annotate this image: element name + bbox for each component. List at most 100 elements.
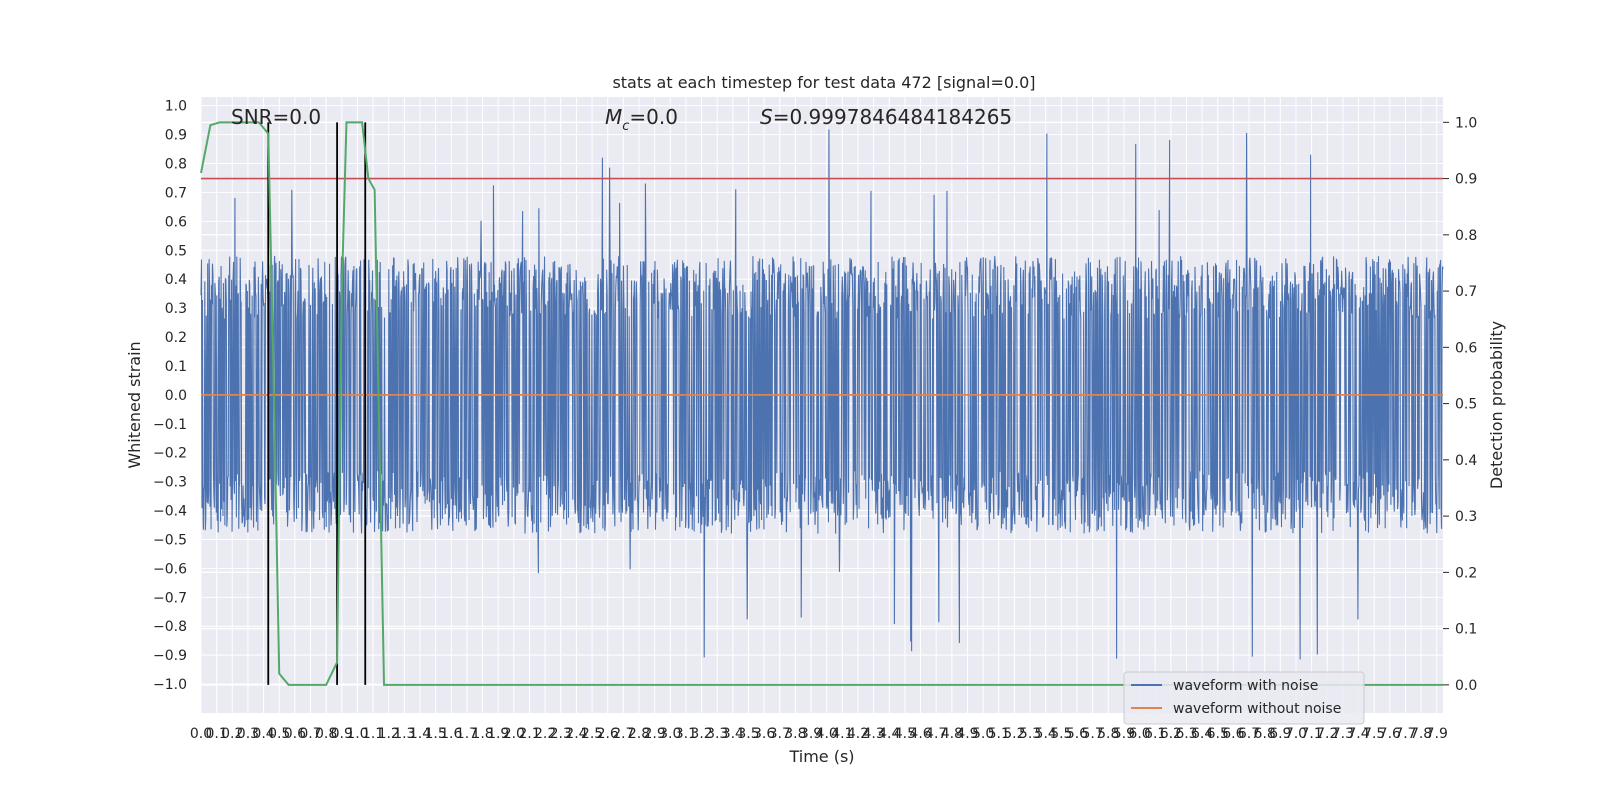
y-tick-label-left: 0.5 bbox=[165, 243, 187, 259]
mc-subscript: c bbox=[622, 119, 629, 134]
x-tick-label: 7.5 bbox=[1363, 726, 1385, 742]
x-tick-label: 4.9 bbox=[956, 726, 978, 742]
y-tick-label-left: 0.1 bbox=[165, 359, 187, 375]
x-tick-label: 5.3 bbox=[1019, 726, 1041, 742]
legend-entry-noise: waveform with noise bbox=[1173, 678, 1318, 694]
x-tick-label: 6.7 bbox=[1238, 726, 1260, 742]
x-tick-label: 5.9 bbox=[1113, 726, 1135, 742]
x-tick-label: 7.7 bbox=[1394, 726, 1416, 742]
x-tick-label: 1.9 bbox=[487, 726, 509, 742]
x-tick-label: 1.2 bbox=[378, 726, 400, 742]
s-value: =0.9997846484184265 bbox=[773, 105, 1012, 129]
y-tick-label-left: −0.7 bbox=[153, 590, 187, 606]
x-tick-label: 1.1 bbox=[362, 726, 384, 742]
y-tick-label-left: −0.1 bbox=[153, 417, 187, 433]
x-tick-label: 7.4 bbox=[1347, 726, 1369, 742]
x-tick-label: 5.0 bbox=[972, 726, 994, 742]
legend: waveform with noise waveform without noi… bbox=[1123, 671, 1365, 725]
y-tick-label-right: 1.0 bbox=[1455, 115, 1477, 131]
y-tick-label-left: 0.8 bbox=[165, 157, 187, 173]
s-symbol: S bbox=[760, 105, 773, 129]
y-tick-label-left: 0.9 bbox=[165, 128, 187, 144]
y-tick-label-left: −0.2 bbox=[153, 446, 187, 462]
x-tick-label: 2.2 bbox=[534, 726, 556, 742]
x-tick-label: 2.0 bbox=[503, 726, 525, 742]
x-tick-label: 0.0 bbox=[190, 726, 212, 742]
x-tick-label: 6.1 bbox=[1144, 726, 1166, 742]
y-tick-label-right: 0.1 bbox=[1455, 622, 1477, 638]
y-tick-label-left: −0.9 bbox=[153, 648, 187, 664]
x-tick-label: 5.1 bbox=[988, 726, 1010, 742]
x-tick-label: 0.2 bbox=[221, 726, 243, 742]
x-tick-label: 2.7 bbox=[612, 726, 634, 742]
x-tick-label: 7.2 bbox=[1316, 726, 1338, 742]
x-tick-label: 0.6 bbox=[284, 726, 306, 742]
x-tick-label: 1.0 bbox=[346, 726, 368, 742]
y-tick-label-left: 1.0 bbox=[165, 99, 187, 115]
x-tick-label: 3.5 bbox=[737, 726, 759, 742]
y-tick-label-right: 0.5 bbox=[1455, 397, 1477, 413]
x-tick-label: 4.6 bbox=[909, 726, 931, 742]
y-tick-label-right: 0.0 bbox=[1455, 678, 1477, 694]
x-tick-label: 2.6 bbox=[597, 726, 619, 742]
x-tick-label: 4.7 bbox=[925, 726, 947, 742]
x-tick-label: 5.2 bbox=[1003, 726, 1025, 742]
x-tick-label: 2.3 bbox=[550, 726, 572, 742]
y-tick-label-right: 0.9 bbox=[1455, 172, 1477, 188]
y-tick-label-left: 0.7 bbox=[165, 185, 187, 201]
x-tick-label: 7.8 bbox=[1410, 726, 1432, 742]
legend-entry-clean: waveform without noise bbox=[1173, 701, 1341, 717]
x-tick-label: 7.9 bbox=[1426, 726, 1448, 742]
chart-title: stats at each timestep for test data 472… bbox=[612, 73, 1035, 92]
x-tick-label: 6.2 bbox=[1160, 726, 1182, 742]
x-tick-label: 0.9 bbox=[331, 726, 353, 742]
y-tick-label-left: 0.0 bbox=[165, 388, 187, 404]
x-tick-label: 6.0 bbox=[1128, 726, 1150, 742]
x-tick-label: 5.5 bbox=[1050, 726, 1072, 742]
x-tick-label: 1.7 bbox=[456, 726, 478, 742]
x-tick-label: 3.1 bbox=[675, 726, 697, 742]
noise-waveform-line bbox=[200, 129, 1444, 660]
x-tick-label: 6.6 bbox=[1222, 726, 1244, 742]
s-annotation: S=0.9997846484184265 bbox=[760, 105, 1012, 129]
y-axis-label-left: Whitened strain bbox=[125, 341, 144, 468]
y-tick-label-left: −0.8 bbox=[153, 619, 187, 635]
x-tick-label: 0.8 bbox=[315, 726, 337, 742]
y-tick-label-right: 0.4 bbox=[1455, 453, 1477, 469]
y-tick-label-left: −1.0 bbox=[153, 677, 187, 693]
mc-value: =0.0 bbox=[629, 105, 678, 129]
x-tick-label: 7.0 bbox=[1285, 726, 1307, 742]
x-tick-label: 0.4 bbox=[252, 726, 274, 742]
x-tick-label: 6.9 bbox=[1269, 726, 1291, 742]
x-tick-label: 0.3 bbox=[237, 726, 259, 742]
y-axis-label-right: Detection probability bbox=[1487, 321, 1506, 489]
x-tick-label: 3.4 bbox=[722, 726, 744, 742]
x-tick-label: 2.1 bbox=[518, 726, 540, 742]
mc-symbol: M bbox=[605, 105, 622, 129]
tick-labels: 0.00.10.20.30.40.50.60.70.80.91.01.11.21… bbox=[153, 99, 1477, 742]
x-tick-label: 6.4 bbox=[1191, 726, 1213, 742]
y-tick-label-left: −0.6 bbox=[153, 561, 187, 577]
x-tick-label: 4.5 bbox=[894, 726, 916, 742]
x-tick-label: 5.7 bbox=[1081, 726, 1103, 742]
x-tick-label: 3.3 bbox=[706, 726, 728, 742]
x-tick-label: 1.6 bbox=[440, 726, 462, 742]
y-tick-label-left: −0.5 bbox=[153, 532, 187, 548]
x-tick-label: 7.1 bbox=[1300, 726, 1322, 742]
y-tick-label-right: 0.6 bbox=[1455, 340, 1477, 356]
x-tick-label: 4.2 bbox=[847, 726, 869, 742]
y-tick-label-left: 0.6 bbox=[165, 214, 187, 230]
x-tick-label: 3.7 bbox=[769, 726, 791, 742]
x-tick-label: 5.6 bbox=[1066, 726, 1088, 742]
y-tick-label-left: −0.4 bbox=[153, 504, 187, 520]
x-tick-label: 0.5 bbox=[268, 726, 290, 742]
x-tick-label: 5.8 bbox=[1097, 726, 1119, 742]
x-tick-label: 2.8 bbox=[628, 726, 650, 742]
y-tick-label-left: 0.3 bbox=[165, 301, 187, 317]
x-tick-label: 3.0 bbox=[659, 726, 681, 742]
y-tick-label-left: 0.2 bbox=[165, 330, 187, 346]
x-tick-label: 6.3 bbox=[1175, 726, 1197, 742]
snr-annotation: SNR=0.0 bbox=[231, 105, 321, 129]
legend-box bbox=[1123, 671, 1365, 725]
x-tick-label: 4.4 bbox=[878, 726, 900, 742]
